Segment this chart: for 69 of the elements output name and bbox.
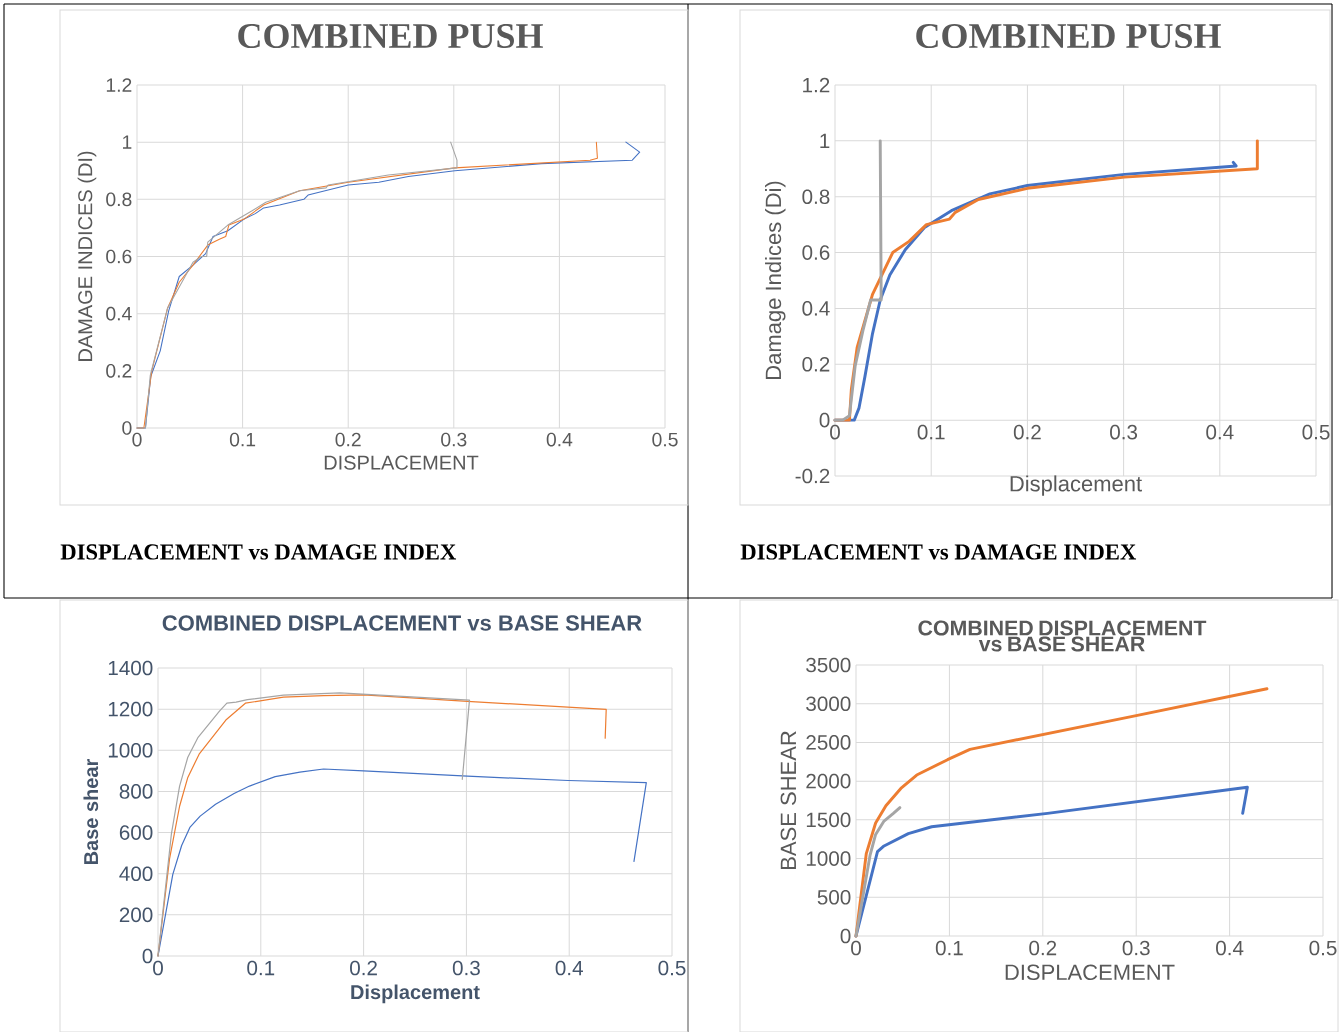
y-tick-label: 1500 [806, 812, 851, 828]
y-axis-title: Base shear [83, 758, 99, 865]
x-axis-title: Displacement [351, 984, 480, 1004]
y-tick-label: 1 [820, 133, 830, 148]
x-tick-label: 0.2 [350, 960, 377, 976]
chart-title: COMBINED DISPLACEMENT vs BASE SHEAR [918, 620, 1207, 652]
x-tick-label: 0.5 [652, 432, 678, 447]
x-tick-label: 0.1 [247, 960, 275, 976]
x-tick-label: 0.5 [658, 960, 686, 976]
y-tick-label: 3500 [806, 657, 851, 673]
chart-title: COMBINED PUSH [238, 23, 543, 49]
chart-title: COMBINED DISPLACEMENT vs BASE SHEAR [162, 615, 642, 631]
x-tick-label: 0.5 [1302, 424, 1330, 440]
line-series [854, 806, 902, 938]
y-tick-label: 0.2 [106, 363, 132, 378]
x-tick-label: 0.2 [1013, 424, 1041, 440]
y-tick-label: 1200 [108, 701, 153, 717]
text: DISPLACEMENT vs DAMAGE INDEX [740, 544, 1137, 560]
text: DISPLACEMENT vs DAMAGE INDEX [60, 544, 457, 560]
x-tick-label: 0.3 [441, 432, 467, 447]
x-tick-label: 0.4 [1206, 424, 1234, 440]
y-tick-label: 1400 [108, 660, 153, 676]
line-series [157, 692, 471, 957]
y-tick-label: 2500 [806, 735, 851, 750]
y-tick-label: 600 [119, 825, 153, 840]
y-tick-label: 1.2 [803, 77, 830, 93]
y-tick-label: 0.4 [106, 306, 132, 321]
y-tick-label: 1000 [108, 742, 153, 758]
y-tick-label: 3000 [806, 696, 851, 712]
y-tick-label: 500 [817, 889, 851, 905]
y-tick-label: 0 [819, 412, 830, 428]
y-tick-label: 0.8 [802, 189, 830, 205]
line-series [136, 141, 458, 429]
x-tick-label: 0.1 [229, 432, 256, 447]
x-axis-title: Displacement [1010, 475, 1142, 496]
y-tick-label: 1.2 [106, 78, 132, 92]
x-tick-label: 0.4 [546, 432, 573, 447]
line-series [833, 139, 883, 422]
y-tick-label: 1000 [806, 851, 851, 866]
x-tick-label: 0.2 [335, 432, 361, 447]
x-tick-label: 0.1 [935, 940, 963, 956]
y-tick-label: 400 [119, 866, 153, 882]
x-tick-label: 0.3 [1122, 940, 1150, 956]
y-tick-label: 1 [123, 135, 132, 149]
y-tick-label: 0.6 [802, 245, 830, 260]
y-axis-title: Damage Indices (Di) [765, 181, 786, 379]
y-tick-label: -0.2 [795, 468, 830, 484]
x-axis-title: DISPLACEMENT [324, 455, 479, 470]
y-tick-label: 0.6 [106, 249, 132, 264]
x-tick-label: 0.4 [555, 960, 583, 976]
y-tick-label: 0 [840, 928, 851, 944]
y-axis-title: DAMAGE INDICES (DI) [77, 151, 97, 361]
y-tick-label: 200 [119, 907, 153, 923]
x-tick-label: 0.1 [917, 424, 945, 440]
chart-title: COMBINED PUSH [916, 23, 1221, 49]
y-tick-label: 0.8 [106, 192, 132, 207]
x-tick-label: 0.3 [1110, 424, 1138, 440]
y-axis-title: BASE SHEAR [780, 731, 797, 870]
y-tick-label: 800 [119, 784, 153, 799]
x-tick-label: 0.3 [452, 960, 480, 976]
x-tick-label: 0 [153, 960, 163, 976]
y-tick-label: 0.2 [802, 356, 830, 372]
y-tick-label: 2000 [806, 773, 851, 789]
x-tick-label: 0.2 [1029, 940, 1057, 956]
x-tick-label: 0.4 [1216, 940, 1244, 956]
x-tick-label: 0 [851, 940, 861, 956]
x-tick-label: 0.5 [1309, 940, 1337, 956]
x-axis-title: DISPLACEMENT [1005, 964, 1175, 981]
y-tick-label: 0.4 [802, 301, 830, 316]
